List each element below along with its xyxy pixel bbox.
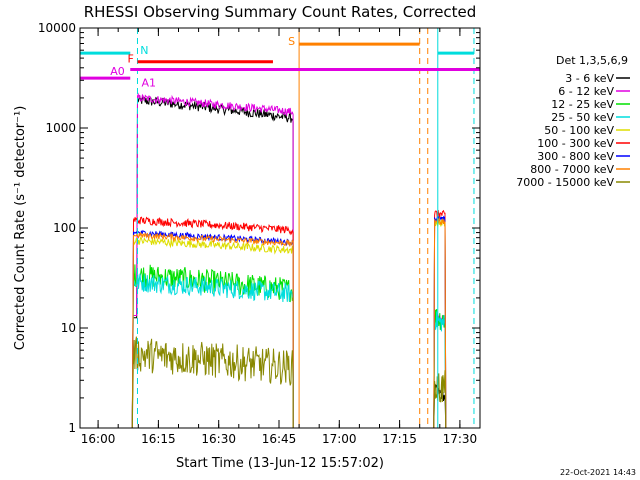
series-line: [131, 216, 294, 429]
series-line-2: [433, 311, 447, 429]
x-tick-label: 16:45: [262, 432, 297, 446]
legend-label: 800 - 7000 keV: [530, 163, 614, 176]
x-tick-label: 16:00: [81, 432, 116, 446]
series-line-2: [433, 370, 447, 429]
footer-date: 22-Oct-2021 14:43: [560, 468, 636, 477]
legend-label: 300 - 800 keV: [537, 150, 614, 163]
x-tick-label: 16:30: [201, 432, 236, 446]
series-line: [131, 92, 294, 429]
y-axis-label: Corrected Count Rate (s⁻¹ detector⁻¹): [13, 106, 28, 351]
series-line-2: [433, 384, 447, 429]
series-line: [131, 232, 294, 429]
legend-label: 12 - 25 keV: [551, 98, 614, 111]
legend-label: 100 - 300 keV: [537, 137, 614, 150]
series-line-2: [433, 215, 447, 429]
series-line: [131, 336, 294, 429]
y-tick-label: 1000: [45, 121, 76, 135]
x-axis-label: Start Time (13-Jun-12 15:57:02): [176, 456, 384, 471]
flare-label: F: [127, 53, 133, 66]
attenuator-a0-label: A0: [110, 65, 125, 78]
plot-area: N S FA0 A1: [79, 28, 480, 429]
x-tick-label: 17:00: [322, 432, 357, 446]
legend-label: 7000 - 15000 keV: [516, 176, 614, 189]
x-tick-label: 17:15: [382, 432, 417, 446]
y-tick-label: 10: [61, 321, 76, 335]
x-tick-label: 17:30: [443, 432, 478, 446]
y-tick-label: 1: [68, 421, 76, 435]
legend-label: 3 - 6 keV: [565, 72, 614, 85]
attenuator-a1-label: A1: [142, 76, 157, 89]
series-line-2: [433, 216, 447, 429]
saa-label: S: [288, 35, 295, 48]
series-line: [131, 273, 294, 429]
x-tick-label: 16:15: [141, 432, 176, 446]
night-label: N: [140, 44, 148, 57]
legend-title: Det 1,3,5,6,9: [556, 54, 628, 67]
axes: 16:00 16:15 16:30 16:45 17:00 17:15 17:30 1 10 10…: [38, 21, 481, 446]
y-tick-label: 10000: [38, 21, 76, 35]
legend-label: 6 - 12 keV: [558, 85, 614, 98]
legend-label: 25 - 50 keV: [551, 111, 614, 124]
y-tick-label: 100: [53, 221, 76, 235]
legend-label: 50 - 100 keV: [544, 124, 614, 137]
chart-title: RHESSI Observing Summary Count Rates, Co…: [84, 3, 477, 21]
series-line-2: [433, 209, 447, 429]
